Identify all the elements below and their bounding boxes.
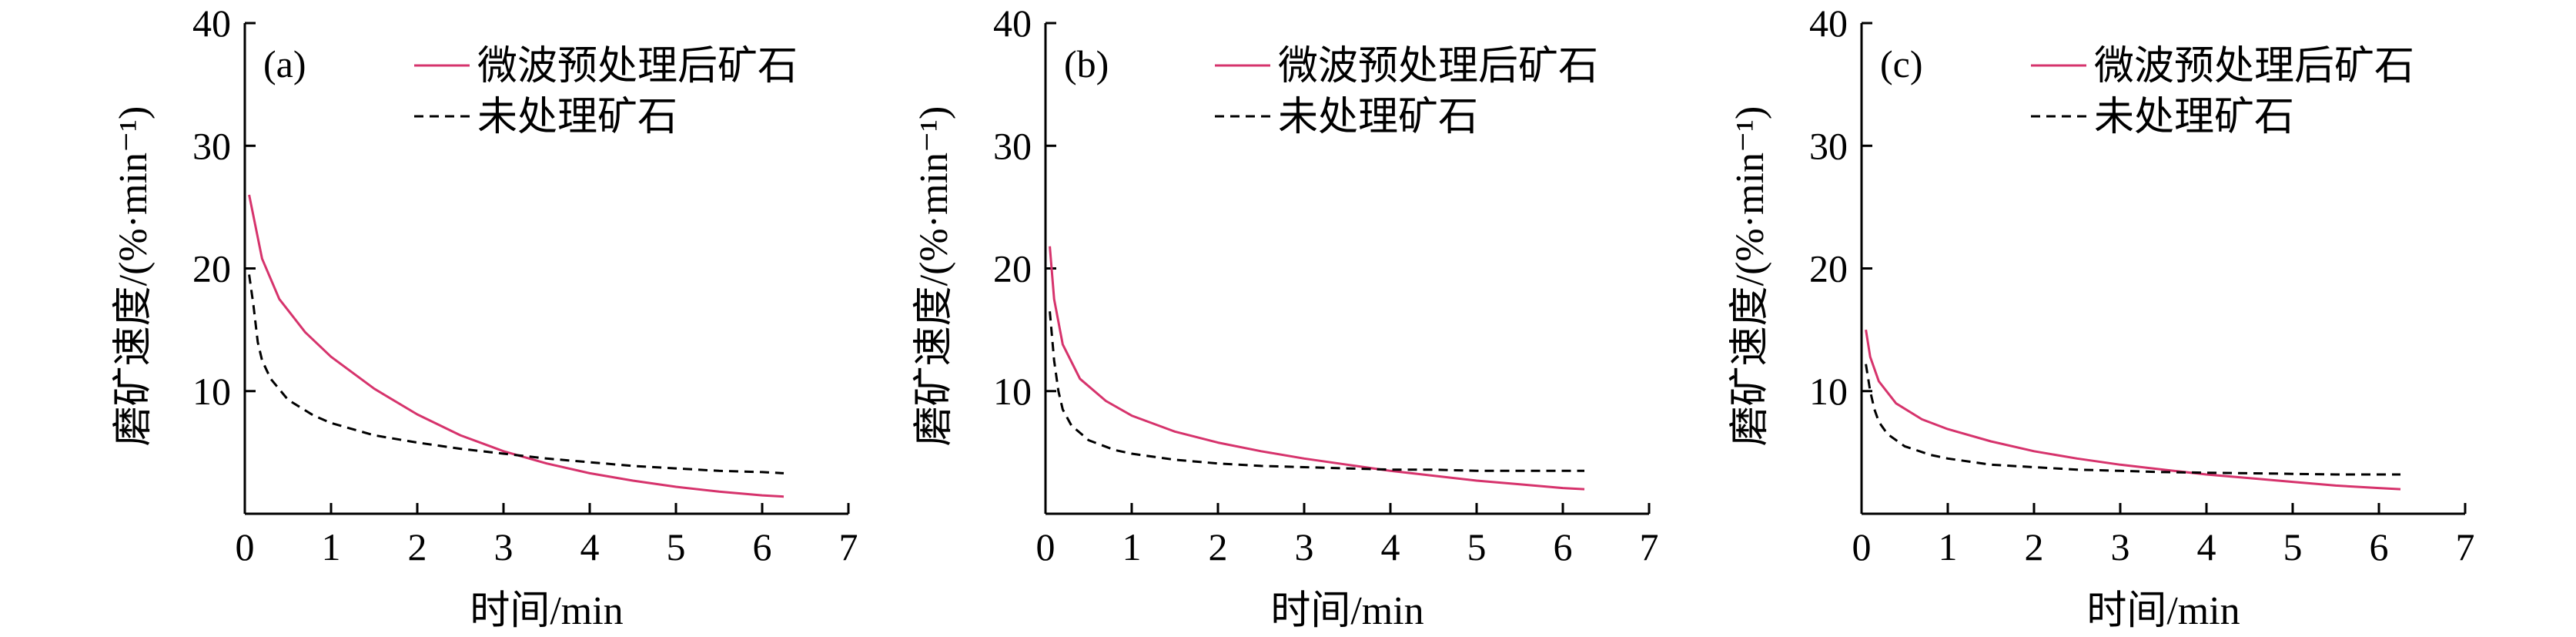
- panel-label: (a): [263, 42, 306, 85]
- y-axis-title: 磨矿速度/(%·min⁻¹): [912, 106, 956, 447]
- x-tick-label: 0: [1036, 525, 1055, 568]
- x-tick-label: 3: [1295, 525, 1314, 568]
- x-tick-label: 5: [1467, 525, 1487, 568]
- x-tick-label: 4: [580, 525, 600, 568]
- x-tick-label: 4: [1381, 525, 1400, 568]
- y-tick-label: 10: [192, 370, 231, 413]
- y-tick-label: 40: [192, 2, 231, 45]
- x-tick-label: 6: [1554, 525, 1573, 568]
- y-tick-label: 40: [1809, 2, 1848, 45]
- y-tick-label: 40: [993, 2, 1032, 45]
- series-line-untreated: [248, 274, 785, 474]
- series-line-microwave: [248, 194, 785, 498]
- y-axis-title: 磨矿速度/(%·min⁻¹): [1728, 106, 1772, 447]
- y-tick-label: 30: [192, 124, 231, 167]
- series-line-untreated: [1049, 311, 1584, 472]
- x-axis-title: 时间/min: [470, 589, 623, 633]
- y-tick-label: 20: [192, 247, 231, 290]
- y-tick-label: 30: [993, 124, 1032, 167]
- x-tick-label: 2: [2025, 525, 2044, 568]
- legend-label: 微波预处理后矿石: [477, 45, 798, 89]
- y-tick-label: 20: [993, 247, 1032, 290]
- x-tick-label: 0: [236, 525, 255, 568]
- x-tick-label: 2: [408, 525, 427, 568]
- legend-label: 微波预处理后矿石: [1278, 45, 1598, 89]
- y-tick-label: 10: [1809, 370, 1848, 413]
- x-tick-label: 4: [2197, 525, 2216, 568]
- legend-label: 未处理矿石: [1278, 96, 1478, 139]
- y-tick-label: 20: [1809, 247, 1848, 290]
- x-tick-label: 5: [2283, 525, 2303, 568]
- chart-panel-2: 0 1 2 3 4 5 6 7 10 20 30 40 时间/min 磨矿速度/(%·min⁻¹) (b) 微…: [912, 2, 1659, 633]
- panel-label: (c): [1880, 42, 1923, 85]
- panel-label: (b): [1064, 42, 1109, 85]
- x-axis-title: 时间/min: [1270, 589, 1423, 633]
- x-tick-label: 1: [322, 525, 341, 568]
- x-tick-label: 6: [2370, 525, 2389, 568]
- x-tick-label: 3: [2111, 525, 2130, 568]
- legend-label: 微波预处理后矿石: [2094, 45, 2414, 89]
- series-line-microwave: [1049, 246, 1585, 491]
- series-line-untreated: [1865, 364, 2400, 476]
- x-tick-label: 1: [1939, 525, 1958, 568]
- x-tick-label: 1: [1122, 525, 1142, 568]
- x-tick-label: 6: [753, 525, 772, 568]
- x-tick-label: 0: [1852, 525, 1872, 568]
- chart-panel-1: 0 1 2 3 4 5 6 7 10 20 30 40 时间/min 磨矿速度/(%·min⁻¹) (a) 微…: [112, 2, 858, 633]
- x-tick-label: 7: [2456, 525, 2475, 568]
- x-tick-label: 5: [667, 525, 686, 568]
- x-tick-label: 7: [839, 525, 858, 568]
- chart-panel-3: 0 1 2 3 4 5 6 7 10 20 30 40 时间/min 磨矿速度/(%·min⁻¹) (c) 微…: [1728, 2, 2475, 633]
- x-axis-title: 时间/min: [2086, 589, 2240, 633]
- x-tick-label: 2: [1209, 525, 1228, 568]
- x-tick-label: 7: [1640, 525, 1659, 568]
- series-line-microwave: [1865, 329, 2401, 491]
- legend-label: 未处理矿石: [2094, 96, 2294, 139]
- y-tick-label: 10: [993, 370, 1032, 413]
- x-tick-label: 3: [494, 525, 514, 568]
- y-axis-title: 磨矿速度/(%·min⁻¹): [112, 106, 156, 447]
- legend-label: 未处理矿石: [477, 96, 677, 139]
- y-tick-label: 30: [1809, 124, 1848, 167]
